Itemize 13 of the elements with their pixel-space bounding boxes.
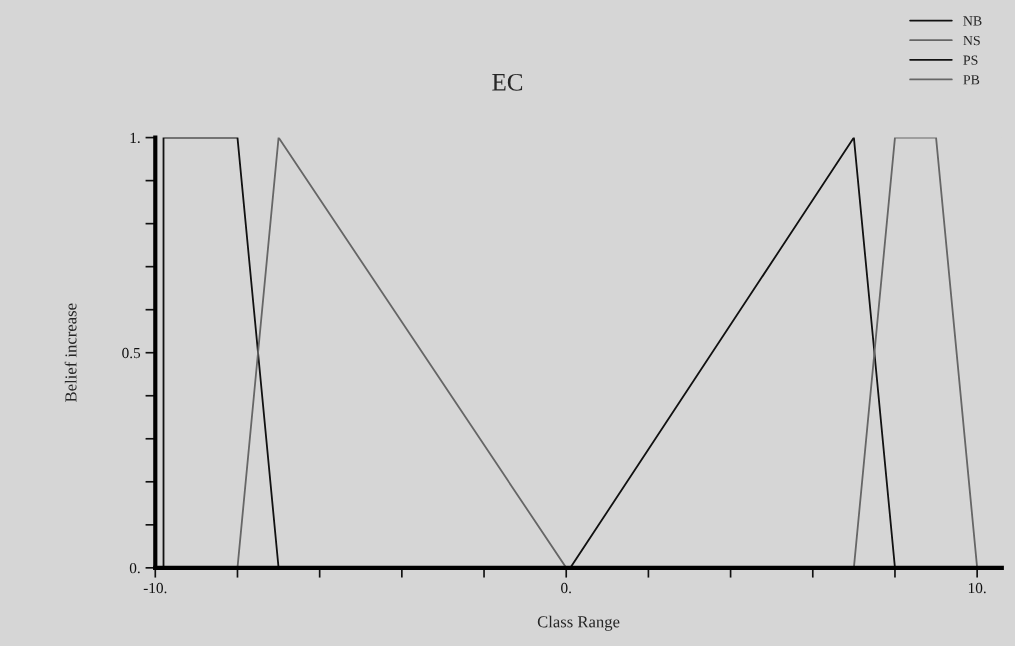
y-axis-title: Belief increase: [64, 303, 77, 402]
y-tick-label: 1.: [130, 132, 140, 144]
y-tick-label: 0.: [129, 562, 140, 574]
legend-label: NB: [963, 16, 982, 26]
legend-label: PB: [963, 75, 980, 85]
legend-label: NS: [963, 35, 980, 46]
x-axis-title: Class Range: [537, 615, 620, 631]
y-tick-label: 0.5: [122, 347, 141, 359]
x-tick-label: 10.: [968, 582, 986, 594]
chart-title: EC: [492, 73, 523, 91]
x-tick-label: 0.: [561, 582, 571, 594]
x-tick-label: -10.: [143, 582, 167, 594]
legend-label: PS: [963, 55, 978, 65]
